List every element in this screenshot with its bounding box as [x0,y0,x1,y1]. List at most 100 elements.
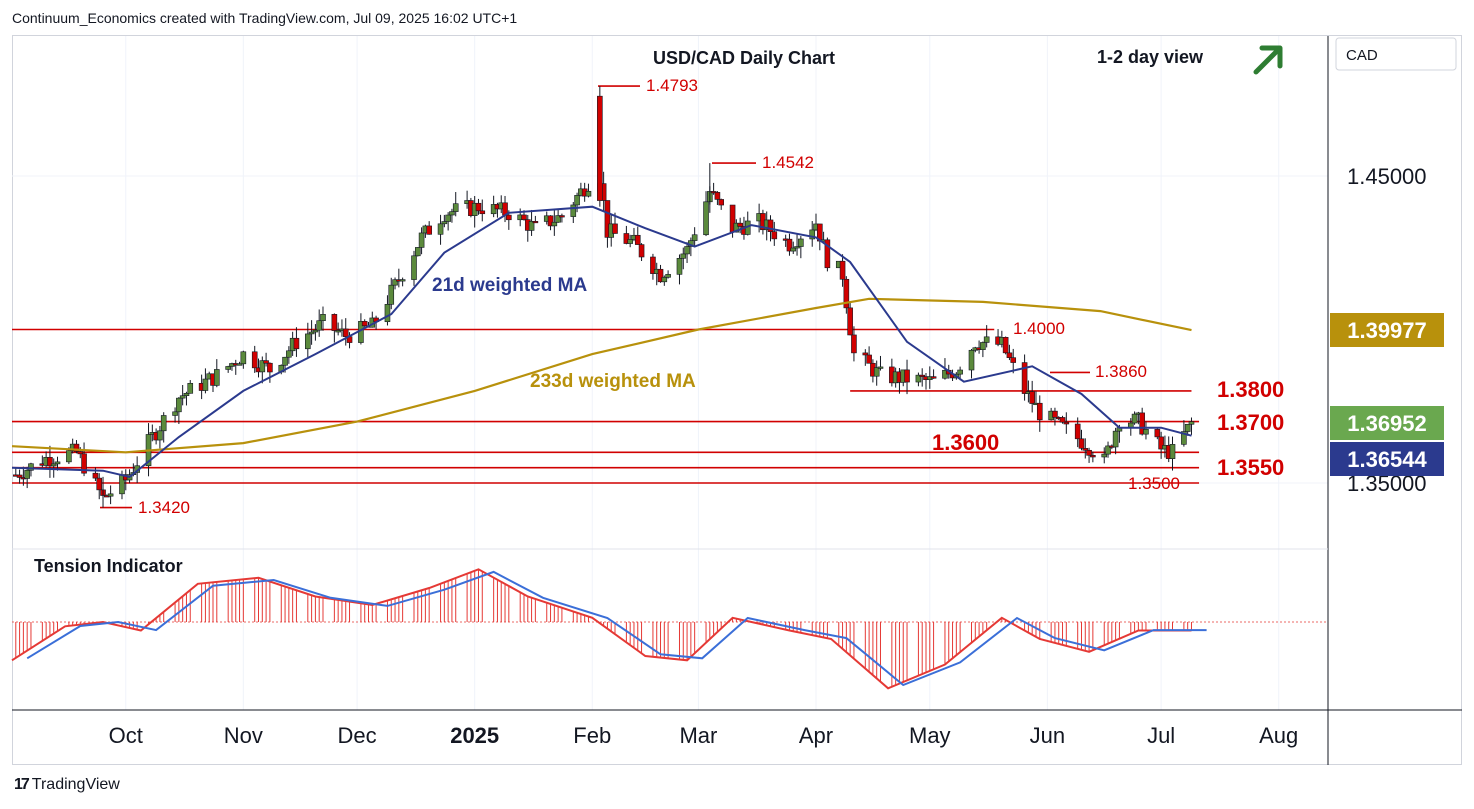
candle-up [691,234,698,241]
candle [1090,451,1096,463]
candle [441,214,448,228]
candle [718,198,724,210]
candle-up [798,238,804,247]
x-tick-label: Apr [799,723,833,748]
candle-up [50,463,57,467]
candle-down [92,472,99,479]
candle [1052,407,1058,426]
candle [225,365,231,373]
candle [96,473,103,500]
ma21-label: 21d weighted MA [432,275,587,296]
candle-down [47,457,53,467]
candle [737,217,743,234]
candle-up [915,374,922,383]
annotation-1-4542: 1.4542 [762,153,814,172]
candle [1021,354,1028,401]
candle-up [873,367,880,377]
candle-down [862,352,869,356]
candle [585,183,592,198]
candle-down [73,443,80,452]
up-right-arrow-icon [1253,45,1283,75]
candle [251,345,258,373]
candle-up [1131,413,1138,424]
candle-down [718,199,724,206]
candle [418,227,425,255]
candle-up [179,395,186,399]
annotation-1-3860: 1.3860 [1095,362,1147,381]
candle [555,208,561,223]
candle [176,397,182,424]
candle [157,425,163,449]
candle [1154,427,1161,440]
candle [604,200,611,248]
candle-down [479,210,486,215]
candle [16,469,23,484]
currency-box [1335,37,1457,71]
candle [388,277,395,310]
candle-up [399,279,406,282]
candle-up [1169,444,1176,459]
tension-indicator [11,568,1328,690]
price-tag: 1.36544 [1330,442,1444,476]
candle-up [733,222,740,233]
candle [794,234,800,256]
candle-up [452,203,459,212]
candle-down [1002,336,1009,354]
candle [1059,415,1066,424]
tension-line-slow [26,570,1207,687]
candle-down [361,321,368,327]
candle-up [172,411,178,416]
candle-up [316,320,322,331]
candle [1029,380,1035,413]
candle [824,237,831,272]
candle [661,275,668,286]
candle-up [665,274,671,278]
candle-up [445,214,451,222]
candle [449,208,455,223]
candle-down [1006,352,1013,358]
candle [411,250,417,286]
candle [915,372,922,387]
candle-down [1158,436,1164,450]
candle-up [528,221,535,231]
candle [839,254,846,287]
candle-down [919,374,926,377]
candle [744,211,751,236]
chart-subtitle: 1-2 day view [1097,47,1204,67]
candle-down [1082,448,1089,451]
candle [1074,417,1081,448]
candle-up [957,369,963,375]
x-tick-label: 2025 [450,723,499,748]
candle-down [824,239,831,269]
candle-down [251,351,258,369]
candle-down [559,215,565,218]
candle [559,213,565,223]
candle-up [24,470,30,479]
candle [305,322,311,358]
candle [1063,412,1070,434]
x-tick-label: Jul [1147,723,1175,748]
candle-down [521,214,527,220]
candle-up [570,204,577,217]
candle [263,352,269,367]
candle-down [657,268,664,283]
candle [160,412,167,443]
candle [414,247,421,257]
candle-down [331,314,338,331]
candle-up [160,415,167,432]
candle [919,368,926,387]
candle-up [1143,429,1149,435]
ma21-line [11,205,1192,478]
candle [968,348,975,379]
candle-down [623,233,630,244]
level-label-1-3500: 1.3500 [1128,474,1180,493]
candle-down [1154,429,1161,438]
candle [877,355,884,371]
candle [574,192,580,213]
candle [47,445,53,478]
candle-up [980,342,986,350]
candle-down [1139,412,1145,435]
candle-down [786,238,793,252]
candle [983,325,990,348]
